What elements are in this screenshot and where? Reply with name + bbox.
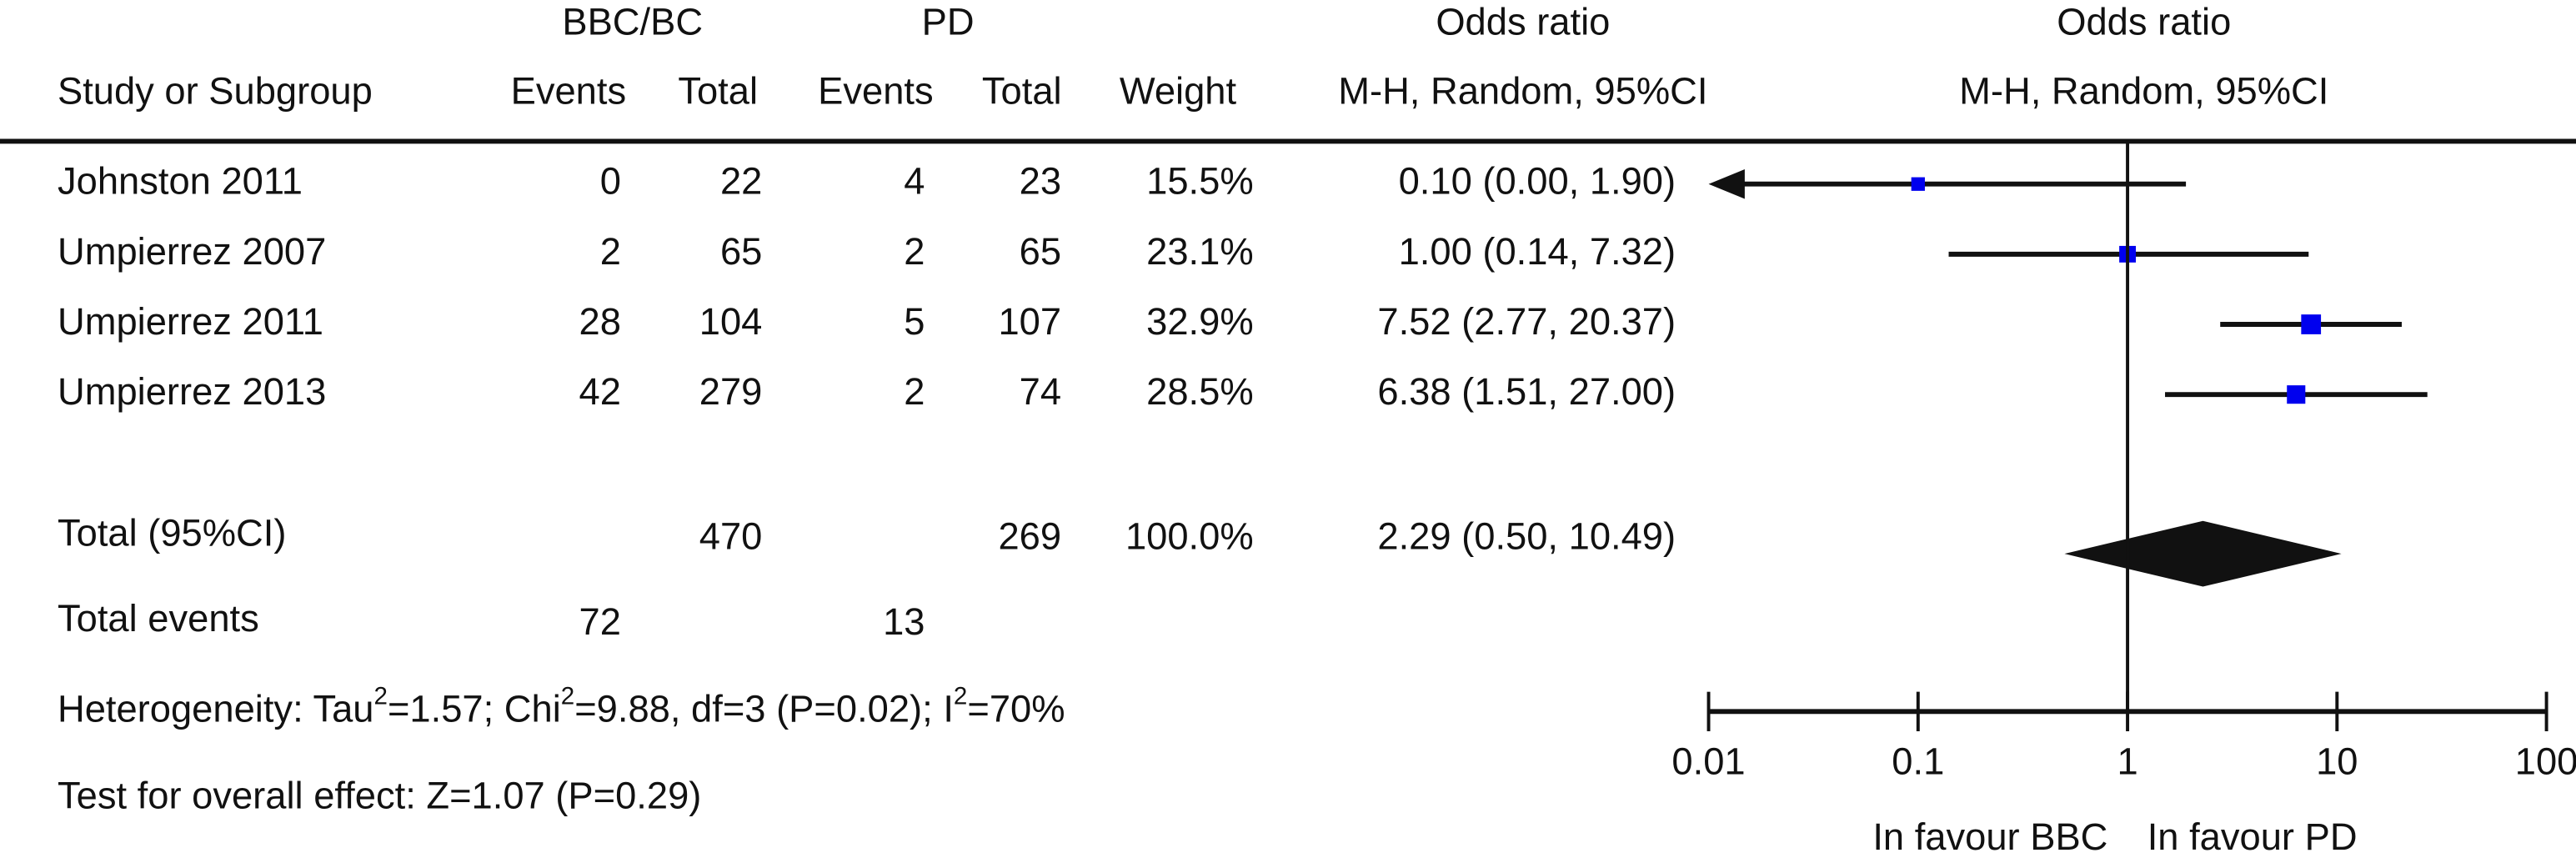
cell: 4 (904, 160, 925, 203)
cell: 279 (699, 370, 763, 413)
column-header: Total (678, 69, 758, 112)
column-header: Weight (1120, 69, 1237, 112)
cell: 7.52 (2.77, 20.37) (1377, 300, 1676, 343)
text-part: Heterogeneity: Tau (58, 687, 374, 730)
x-tick-label: 10 (2316, 740, 2358, 782)
favour-label: In favour BBC (1872, 815, 2107, 858)
superscript: 2 (374, 683, 388, 710)
cell: 1.00 (0.14, 7.32) (1399, 230, 1676, 273)
group-header: BBC/BC (562, 1, 703, 43)
column-header: Events (511, 69, 627, 112)
superscript: 2 (561, 683, 574, 710)
text-part: =70% (967, 687, 1065, 730)
study-name: Umpierrez 2013 (58, 370, 326, 413)
cell: 6.38 (1.51, 27.00) (1377, 370, 1676, 413)
superscript: 2 (954, 683, 967, 710)
cell: 65 (1020, 230, 1061, 273)
ci-arrow (1708, 168, 1745, 199)
cell: 23.1% (1146, 230, 1253, 273)
x-tick-label: 100 (2515, 740, 2576, 782)
cell: 28 (579, 300, 621, 343)
cell: 2 (904, 370, 925, 413)
group-header: PD (922, 1, 975, 43)
cell: 104 (699, 300, 763, 343)
column-header: Odds ratio (2057, 1, 2231, 43)
column-header: M-H, Random, 95%CI (1959, 69, 2328, 112)
cell: 28.5% (1146, 370, 1253, 413)
heterogeneity: Heterogeneity: Tau2=1.57; Chi2=9.88, df=… (58, 683, 1065, 730)
study-name: Umpierrez 2007 (58, 230, 326, 273)
cell: 107 (998, 300, 1061, 343)
total-name: Total (95%CI) (58, 511, 287, 554)
x-tick-label: 0.01 (1671, 740, 1745, 782)
column-header: Odds ratio (1436, 1, 1610, 43)
study-name: Umpierrez 2011 (58, 300, 323, 343)
cell: 2.29 (0.50, 10.49) (1377, 514, 1676, 557)
cell: 72 (579, 600, 621, 643)
cell: 100.0% (1125, 514, 1254, 557)
cell: 23 (1020, 160, 1061, 203)
cell: 32.9% (1146, 300, 1253, 343)
cell: 5 (904, 300, 925, 343)
text-part: =1.57; Chi (388, 687, 561, 730)
column-header: M-H, Random, 95%CI (1338, 69, 1707, 112)
cell: 0.10 (0.00, 1.90) (1399, 160, 1676, 203)
cell: 470 (699, 514, 763, 557)
x-tick-label: 1 (2117, 740, 2137, 782)
cell: 2 (904, 230, 925, 273)
favour-label: In favour PD (2148, 815, 2358, 858)
column-header: Total (982, 69, 1062, 112)
overall-effect: Test for overall effect: Z=1.07 (P=0.29) (58, 775, 701, 817)
study-square (2287, 385, 2306, 404)
x-tick-label: 0.1 (1892, 740, 1944, 782)
cell: 13 (883, 600, 925, 643)
total-events-name: Total events (58, 597, 259, 640)
cell: 74 (1020, 370, 1061, 413)
summary-diamond (2064, 520, 2342, 587)
cell: 2 (600, 230, 621, 273)
study-name: Johnston 2011 (58, 160, 303, 203)
cell: 22 (720, 160, 762, 203)
column-header: Events (818, 69, 934, 112)
text-part: =9.88, df=3 (P=0.02); I (574, 687, 954, 730)
study-square (2301, 314, 2322, 334)
cell: 15.5% (1146, 160, 1253, 203)
column-header: Study or Subgroup (58, 69, 373, 112)
cell: 65 (720, 230, 762, 273)
cell: 0 (600, 160, 621, 203)
cell: 42 (579, 370, 621, 413)
cell: 269 (998, 514, 1061, 557)
study-square (1911, 177, 1925, 191)
